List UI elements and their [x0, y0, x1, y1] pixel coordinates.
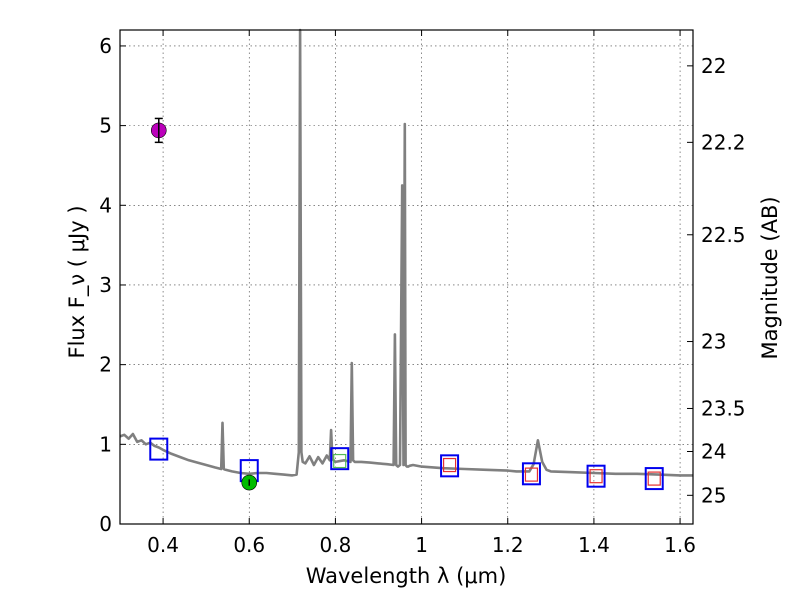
measured-photometry-square: [524, 467, 539, 482]
right-tick-label: 23: [701, 330, 726, 354]
model-photometry-square: [330, 447, 350, 471]
y-tick-label: 4: [99, 193, 112, 217]
right-tick-label: 23.5: [701, 396, 746, 420]
x-axis-label: Wavelength λ (μm): [306, 564, 507, 588]
y-tick-label: 1: [99, 432, 112, 456]
x-tick-label: 1.6: [664, 533, 696, 557]
y-tick-label: 0: [99, 512, 112, 536]
measured-photometry-square: [442, 457, 457, 473]
y-tick-label: 5: [99, 114, 112, 138]
right-tick-label: 22.2: [701, 130, 746, 154]
model-photometry-square: [440, 454, 460, 478]
x-tick-label: 0.6: [233, 533, 265, 557]
x-tick-label: 1.4: [578, 533, 610, 557]
spectrum-line: [119, 28, 693, 477]
right-tick-label: 25: [701, 483, 726, 507]
right-tick-label: 22: [701, 54, 726, 78]
y-axis-label: Flux F_ν ( μJy ): [65, 205, 90, 358]
measured-photometry-square: [647, 471, 661, 486]
model-photometry-square: [586, 464, 606, 488]
axis-ticks: 0.4 0.6 0.8 1 1.2 1.4 1.601234562222.222.52323…: [99, 30, 746, 557]
x-tick-label: 1.2: [492, 533, 524, 557]
y-tick-label: 6: [99, 34, 112, 58]
right-tick-label: 24: [701, 439, 726, 463]
measured-photometry-square: [589, 469, 603, 484]
y-tick-label: 2: [99, 353, 112, 377]
right-tick-label: 22.5: [701, 223, 746, 247]
model-photometry-square: [521, 462, 541, 486]
model-photometry-square: [149, 437, 169, 461]
grid-lines: [120, 30, 693, 525]
y-tick-label: 3: [99, 273, 112, 297]
x-tick-label: 0.8: [320, 533, 352, 557]
x-tick-label: 0.4: [147, 533, 179, 557]
model-photometry-square: [644, 467, 664, 491]
x-tick-label: 1: [415, 533, 428, 557]
y-axis-right-label: Magnitude (AB): [758, 196, 782, 359]
series-layer: [119, 28, 693, 491]
measured-photometry-square: [333, 453, 347, 469]
plot-area-frame: [119, 29, 694, 525]
